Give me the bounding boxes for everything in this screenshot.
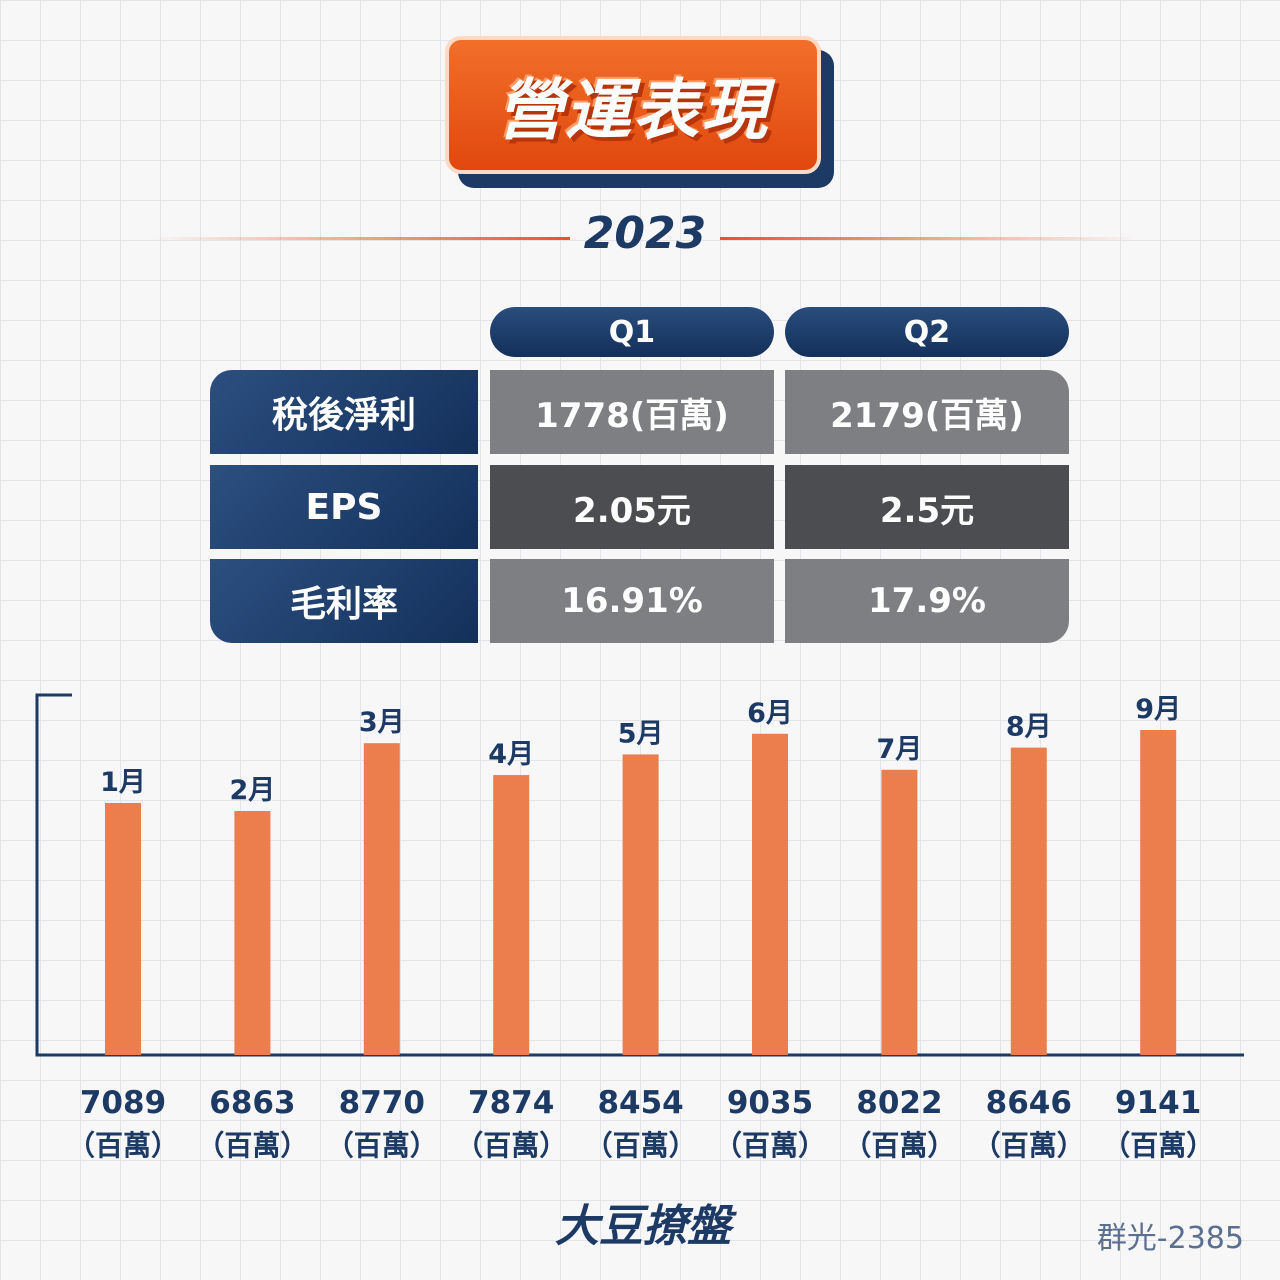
month-label-1: 1月 xyxy=(100,767,146,798)
month-label-2: 2月 xyxy=(230,775,276,806)
year-divider-right xyxy=(720,237,1140,240)
brand-logo: 大豆撩盤 xyxy=(555,1201,731,1252)
month-label-3: 3月 xyxy=(359,707,405,738)
month-label-9: 9月 xyxy=(1135,694,1181,725)
value-label-3: 8770 xyxy=(339,1085,425,1121)
value-label-7: 8022 xyxy=(856,1085,942,1121)
quarter-header-q2: Q2 xyxy=(785,307,1069,357)
year-divider-left xyxy=(150,237,570,240)
bar-3 xyxy=(363,743,400,1055)
cell-net-profit-q1: 1778(百萬) xyxy=(490,370,774,454)
value-label-4: 7874 xyxy=(468,1085,554,1121)
unit-label-1: （百萬） xyxy=(67,1129,179,1162)
month-label-6: 6月 xyxy=(747,698,793,729)
bar-7 xyxy=(881,769,918,1055)
monthly-revenue-chart: 1月 7089 （百萬） 2月 6863 （百萬） 3月 8770 （百萬） 4月 7874 （百萬）… xyxy=(35,693,1244,1162)
month-label-5: 5月 xyxy=(618,718,664,749)
value-label-6: 9035 xyxy=(727,1085,813,1121)
unit-label-3: （百萬） xyxy=(326,1129,438,1162)
bar-4 xyxy=(493,775,530,1055)
value-label-9: 9141 xyxy=(1115,1085,1201,1121)
row-label-net-profit: 稅後淨利 xyxy=(210,370,478,454)
unit-label-6: （百萬） xyxy=(714,1129,826,1162)
page-title: 營運表現 xyxy=(497,72,769,149)
bar-8 xyxy=(1010,747,1047,1055)
bar-2 xyxy=(234,810,271,1055)
row-label-gross-margin: 毛利率 xyxy=(210,559,478,643)
bar-5 xyxy=(622,754,659,1055)
unit-label-8: （百萬） xyxy=(973,1129,1085,1162)
value-label-1: 7089 xyxy=(80,1085,166,1121)
cell-gross-margin-q1: 16.91% xyxy=(490,559,774,643)
row-label-eps: EPS xyxy=(210,465,478,549)
bar-1 xyxy=(105,802,141,1055)
unit-label-9: （百萬） xyxy=(1102,1129,1214,1162)
cell-net-profit-q2: 2179(百萬) xyxy=(785,370,1069,454)
stock-label: 群光-2385 xyxy=(1096,1221,1244,1256)
cell-eps-q1: 2.05元 xyxy=(490,465,774,549)
unit-label-4: （百萬） xyxy=(455,1129,567,1162)
value-label-8: 8646 xyxy=(986,1085,1072,1121)
bar-6 xyxy=(752,733,788,1055)
cell-gross-margin-q2: 17.9% xyxy=(785,559,1069,643)
unit-label-2: （百萬） xyxy=(196,1129,308,1162)
unit-label-5: （百萬） xyxy=(585,1129,697,1162)
month-label-4: 4月 xyxy=(488,739,534,770)
value-label-5: 8454 xyxy=(597,1085,683,1121)
month-label-7: 7月 xyxy=(877,734,923,765)
quarter-header-q1: Q1 xyxy=(490,307,774,357)
value-label-2: 6863 xyxy=(209,1085,295,1121)
bar-9 xyxy=(1140,730,1177,1055)
unit-label-7: （百萬） xyxy=(843,1129,955,1162)
year-label: 2023 xyxy=(583,208,707,259)
title-banner: 營運表現 xyxy=(445,36,821,174)
month-label-8: 8月 xyxy=(1006,712,1052,743)
cell-eps-q2: 2.5元 xyxy=(785,465,1069,549)
